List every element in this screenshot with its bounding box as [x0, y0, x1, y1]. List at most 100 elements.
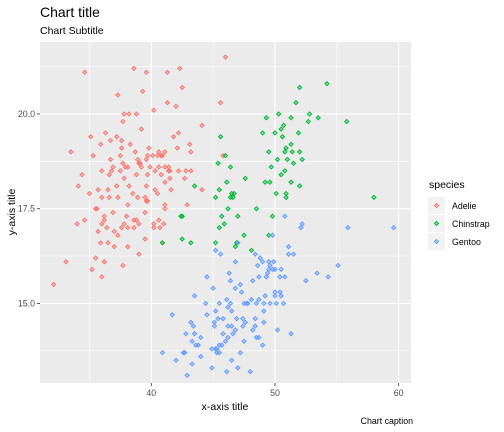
point-adelie — [74, 221, 80, 227]
point-adelie — [108, 168, 115, 174]
point-chinstrap — [296, 149, 303, 155]
point-gentoo — [209, 365, 215, 371]
legend-label-chinstrap: Chinstrap — [452, 219, 490, 229]
point-gentoo — [180, 349, 187, 356]
legend-key-bg — [428, 233, 445, 250]
point-adelie — [149, 152, 156, 159]
point-adelie — [199, 122, 205, 129]
point-adelie — [137, 160, 143, 166]
point-chinstrap — [315, 115, 321, 121]
point-chinstrap — [230, 194, 236, 201]
point-adelie — [79, 171, 85, 178]
point-gentoo — [249, 327, 256, 333]
point-gentoo — [191, 293, 198, 299]
point-adelie — [117, 152, 124, 159]
point-adelie — [106, 171, 112, 178]
chart-subtitle: Chart Subtitle — [40, 25, 104, 37]
point-adelie — [117, 168, 124, 174]
point-chinstrap — [296, 183, 303, 189]
point-chinstrap — [267, 179, 273, 185]
point-adelie — [142, 236, 148, 242]
point-gentoo — [226, 270, 232, 276]
point-gentoo — [189, 338, 195, 345]
point-chinstrap — [178, 213, 184, 220]
point-adelie — [152, 168, 158, 174]
point-adelie — [120, 118, 126, 125]
grid-major — [40, 42, 411, 383]
point-adelie — [164, 99, 171, 106]
point-chinstrap — [296, 84, 303, 91]
point-chinstrap — [269, 213, 276, 220]
point-gentoo — [280, 300, 287, 307]
point-adelie — [92, 255, 99, 261]
point-adelie — [107, 137, 114, 144]
y-tick-label: 15.0 — [18, 298, 35, 308]
point-gentoo — [220, 315, 226, 322]
point-gentoo — [272, 266, 278, 273]
point-adelie — [143, 198, 150, 204]
point-gentoo — [266, 266, 272, 273]
legend-label-gentoo: Gentoo — [452, 237, 481, 247]
point-adelie — [165, 168, 172, 174]
point-chinstrap — [262, 179, 268, 185]
point-gentoo — [225, 304, 231, 310]
point-adelie — [97, 141, 104, 148]
point-chinstrap — [241, 232, 247, 238]
x-tick-label: 60 — [394, 388, 404, 398]
point-gentoo — [261, 308, 267, 314]
point-gentoo — [273, 300, 279, 307]
point-gentoo — [202, 300, 209, 307]
point-adelie — [155, 217, 162, 223]
point-adelie — [97, 240, 104, 246]
point-adelie — [113, 133, 120, 140]
point-gentoo — [216, 349, 223, 356]
point-adelie — [188, 149, 194, 155]
point-adelie — [151, 224, 157, 231]
x-axis-ticks: 40 50 60 — [146, 383, 404, 398]
data-points — [50, 54, 397, 379]
point-adelie — [111, 228, 117, 235]
point-adelie — [162, 179, 168, 185]
point-gentoo — [282, 213, 288, 220]
legend-key-bg — [428, 215, 445, 232]
legend-key-bg — [428, 197, 445, 214]
point-chinstrap — [266, 232, 272, 238]
point-chinstrap — [306, 111, 313, 117]
point-adelie — [120, 160, 126, 166]
point-gentoo — [266, 259, 272, 265]
point-adelie — [152, 187, 158, 193]
point-adelie — [123, 213, 130, 220]
point-chinstrap — [290, 160, 297, 166]
point-adelie — [143, 156, 150, 163]
point-adelie — [184, 202, 190, 208]
legend-key-adelie — [433, 202, 440, 209]
point-gentoo — [183, 331, 189, 337]
point-adelie — [106, 194, 112, 201]
point-chinstrap — [282, 168, 288, 174]
chart-caption: Chart caption — [361, 416, 413, 426]
point-adelie — [186, 141, 193, 148]
y-axis-ticks: 15.0 17.5 20.0 — [18, 109, 40, 308]
point-gentoo — [290, 251, 297, 257]
point-adelie — [133, 171, 140, 178]
point-adelie — [151, 107, 157, 113]
point-gentoo — [195, 342, 202, 348]
point-gentoo — [285, 243, 292, 250]
point-gentoo — [222, 338, 229, 345]
point-chinstrap — [295, 130, 302, 136]
point-chinstrap — [242, 175, 249, 182]
point-gentoo — [225, 334, 231, 341]
point-chinstrap — [179, 236, 185, 242]
point-gentoo — [345, 224, 351, 231]
point-adelie — [158, 152, 164, 159]
point-chinstrap — [217, 133, 224, 140]
point-gentoo — [274, 327, 281, 333]
point-gentoo — [256, 296, 262, 303]
point-gentoo — [263, 274, 270, 280]
point-adelie — [170, 133, 177, 140]
point-chinstrap — [159, 240, 166, 246]
point-adelie — [63, 259, 69, 265]
point-chinstrap — [212, 194, 219, 201]
point-adelie — [99, 168, 105, 174]
point-adelie — [81, 69, 88, 76]
